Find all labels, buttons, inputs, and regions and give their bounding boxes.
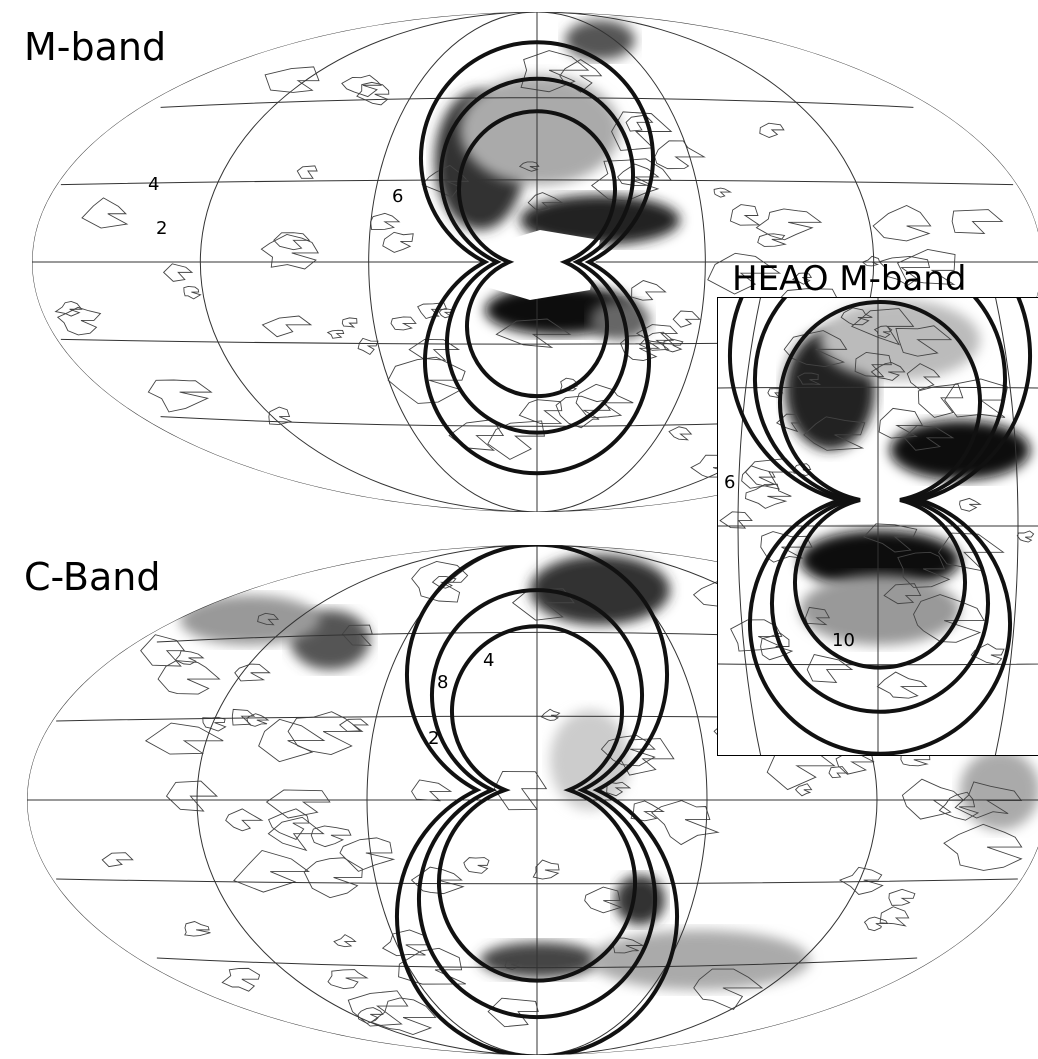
contour xyxy=(340,838,394,871)
contour xyxy=(519,400,561,424)
contour xyxy=(146,723,223,754)
contour xyxy=(902,779,963,819)
contour xyxy=(288,712,362,755)
contour-label: 4 xyxy=(148,174,159,195)
contour xyxy=(652,801,718,845)
contour xyxy=(269,809,309,840)
contour-label: 6 xyxy=(392,186,403,207)
contour xyxy=(664,339,683,352)
contour xyxy=(235,664,270,681)
contour xyxy=(58,307,101,335)
contour xyxy=(102,853,132,867)
contour xyxy=(148,380,211,412)
contour xyxy=(464,858,489,874)
contour xyxy=(348,991,407,1026)
contour-label: 10 xyxy=(832,630,855,651)
contour xyxy=(673,311,700,327)
contour xyxy=(880,907,909,926)
contour xyxy=(82,198,127,228)
contour xyxy=(222,968,259,991)
contour xyxy=(358,338,378,354)
contour xyxy=(756,209,820,240)
contour xyxy=(730,205,759,226)
contour xyxy=(412,780,451,801)
contour xyxy=(655,141,704,169)
parallel xyxy=(565,248,1038,258)
contour xyxy=(796,784,812,796)
contour-label: 2 xyxy=(428,728,439,749)
contour xyxy=(297,166,317,178)
panel-title: M-band xyxy=(24,25,166,69)
contour xyxy=(232,709,254,725)
contour-label: 8 xyxy=(437,672,448,693)
contour xyxy=(340,719,368,731)
contour xyxy=(873,205,930,240)
contour xyxy=(412,561,468,602)
contour xyxy=(371,213,400,229)
contour xyxy=(164,264,192,281)
contour xyxy=(889,889,915,905)
emission-region xyxy=(565,20,635,60)
contour xyxy=(865,917,888,931)
contour xyxy=(944,824,1022,870)
contour xyxy=(488,998,538,1027)
contour xyxy=(632,281,666,301)
contour xyxy=(267,790,330,818)
contour xyxy=(265,67,319,93)
contour xyxy=(268,817,323,850)
contour xyxy=(175,651,203,665)
contour xyxy=(56,301,82,316)
contour xyxy=(334,935,355,947)
contour xyxy=(358,1008,383,1024)
contour xyxy=(234,850,309,892)
contour xyxy=(669,427,691,440)
contour xyxy=(541,709,559,720)
contour xyxy=(952,210,1002,234)
contour xyxy=(185,922,211,937)
contour xyxy=(760,123,784,137)
contour xyxy=(714,188,730,197)
contour-label: 2 xyxy=(156,218,167,239)
contour xyxy=(261,234,318,268)
contour xyxy=(383,232,413,252)
panel-title: C-Band xyxy=(24,555,160,599)
contour xyxy=(263,316,311,337)
contour xyxy=(342,318,357,327)
contour xyxy=(226,809,262,831)
inset-title: HEAO M-band xyxy=(732,259,966,299)
contour xyxy=(328,970,367,989)
emission-region xyxy=(960,750,1038,830)
contour xyxy=(167,781,217,811)
contour xyxy=(304,858,362,898)
figure: M-band C-Band HEAO M-band 4 2 6 8 4 2 6 … xyxy=(0,0,1038,1059)
contour-label: 6 xyxy=(724,472,735,493)
contour xyxy=(357,82,389,104)
contour xyxy=(391,317,416,330)
contour-label: 4 xyxy=(483,650,494,671)
contour xyxy=(184,286,201,298)
contour xyxy=(328,330,344,338)
emission-region xyxy=(615,875,665,925)
